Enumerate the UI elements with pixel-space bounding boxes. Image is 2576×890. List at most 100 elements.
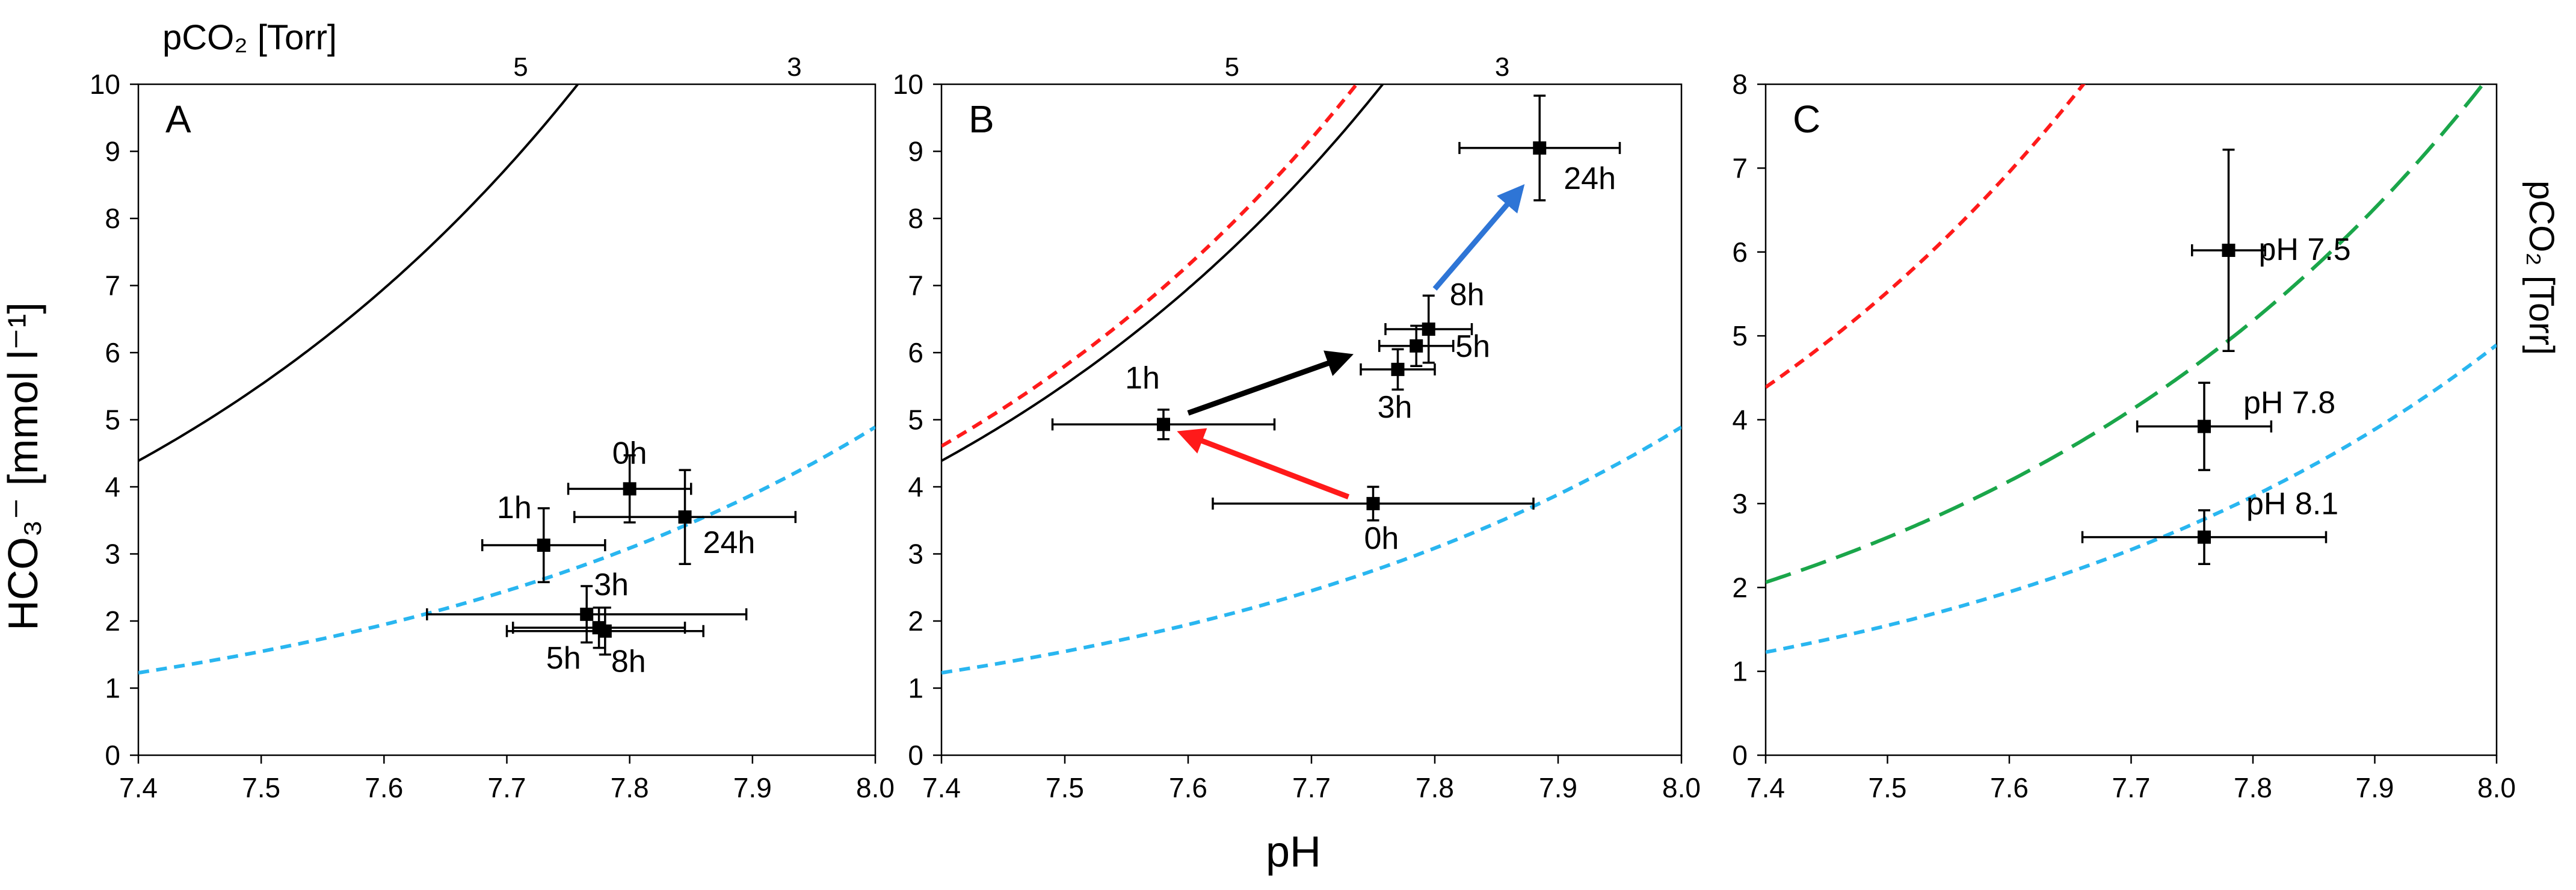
curves xyxy=(941,84,1681,675)
data-point xyxy=(598,624,612,638)
point-label: 3h xyxy=(594,567,629,602)
point-label: 3h xyxy=(1378,390,1413,425)
point-label: 0h xyxy=(612,436,647,471)
y-tick-label: 6 xyxy=(908,337,923,368)
y-tick-label: 8 xyxy=(1732,69,1748,100)
y-tick-label: 6 xyxy=(105,337,120,368)
pco2-top-label: 5 xyxy=(513,52,528,82)
data-point xyxy=(1157,418,1170,431)
curves xyxy=(138,84,875,675)
data-point xyxy=(537,539,550,552)
y-tick-label: 3 xyxy=(1732,488,1748,519)
point-label: 1h xyxy=(497,490,532,525)
x-tick-label: 7.4 xyxy=(119,772,158,803)
x-tick-label: 7.8 xyxy=(611,772,649,803)
x-tick-label: 7.5 xyxy=(1869,772,1907,803)
x-tick-label: 7.7 xyxy=(1292,772,1331,803)
plot-frame xyxy=(1764,83,2498,756)
point-label: 5h xyxy=(546,641,581,676)
arrow-blue_arrow xyxy=(1432,184,1525,291)
y-tick-label: 7 xyxy=(1732,152,1748,184)
data-point xyxy=(1533,141,1547,155)
y-tick-label: 3 xyxy=(105,539,120,570)
x-tick-label: 8.0 xyxy=(1662,772,1701,803)
data-point xyxy=(1410,339,1423,353)
y-tick-label: 1 xyxy=(908,673,923,704)
x-tick-label: 7.8 xyxy=(2234,772,2272,803)
x-tick-label: 7.7 xyxy=(488,772,526,803)
x-tick-label: 7.4 xyxy=(922,772,961,803)
panel-label: C xyxy=(1793,97,1820,141)
pco2-curve-1 xyxy=(138,84,580,462)
y-tick-label: 10 xyxy=(893,69,923,100)
y-tick-label: 8 xyxy=(105,203,120,234)
panel-c: 7.47.57.67.77.87.98.0012345678531CpH 7.5… xyxy=(1225,52,2516,803)
point-label: 1h xyxy=(1125,360,1160,395)
x-tick-label: 7.9 xyxy=(2356,772,2394,803)
data-point xyxy=(2222,243,2236,257)
x-tick-label: 7.5 xyxy=(242,772,280,803)
arrow-black xyxy=(1187,350,1354,416)
data-point xyxy=(2198,419,2211,433)
y-tick-label: 8 xyxy=(908,203,923,234)
y-tick-label: 5 xyxy=(105,404,120,436)
y-tick-label: 4 xyxy=(105,471,120,502)
data-point xyxy=(1391,362,1405,376)
point-label: pH 8.1 xyxy=(2246,487,2338,522)
y-tick-label: 5 xyxy=(908,404,923,436)
y-tick-label: 4 xyxy=(1732,404,1748,436)
pco2-curve-1 xyxy=(941,84,1385,462)
y-tick-label: 9 xyxy=(908,136,923,167)
point-label: 24h xyxy=(1564,161,1616,196)
y-tick-label: 0 xyxy=(105,740,120,771)
y-tick-label: 5 xyxy=(1732,320,1748,351)
y-tick-label: 6 xyxy=(1732,236,1748,268)
x-tick-label: 7.9 xyxy=(1539,772,1577,803)
panel-label: B xyxy=(969,97,994,141)
x-tick-label: 7.6 xyxy=(1990,772,2029,803)
y-tick-label: 2 xyxy=(908,605,923,637)
x-tick-label: 7.6 xyxy=(1169,772,1207,803)
x-tick-label: 7.9 xyxy=(733,772,772,803)
panel-label: A xyxy=(165,97,191,141)
data-point xyxy=(2198,530,2211,544)
pco2-top-label: 3 xyxy=(787,52,801,82)
data-point xyxy=(1422,322,1435,336)
point-label: 8h xyxy=(1450,277,1485,312)
pco2-curve-0.28 xyxy=(138,425,875,675)
pco2-curve-0.47 xyxy=(1766,84,2486,584)
y-tick-label: 7 xyxy=(908,270,923,301)
arrow-red xyxy=(1177,428,1350,499)
data-point xyxy=(1366,496,1380,510)
panel-a: 7.47.57.67.77.87.98.001234567891053A0h1h… xyxy=(90,69,895,803)
y-tick-label: 1 xyxy=(1732,656,1748,687)
x-tick-label: 7.7 xyxy=(2112,772,2151,803)
y-tick-label: 4 xyxy=(908,471,923,502)
point-label: pH 7.8 xyxy=(2243,386,2335,421)
point-label: pH 7.5 xyxy=(2259,232,2351,267)
pco2-curve-1.05 xyxy=(941,84,1359,448)
y-tick-label: 3 xyxy=(908,539,923,570)
pco2-curve-1 xyxy=(1766,84,2086,389)
y-axis-title: HCO₃⁻ [mmol l⁻¹] xyxy=(0,302,46,631)
y-tick-label: 0 xyxy=(908,740,923,771)
pco2-curve-0.28 xyxy=(941,425,1681,675)
y-tick-label: 0 xyxy=(1732,740,1748,771)
pco2-top-label: 5 xyxy=(1225,52,1239,82)
top-axis-title: pCO₂ [Torr] xyxy=(162,18,337,57)
x-axis-title: pH xyxy=(1266,828,1321,876)
data-point xyxy=(623,482,636,496)
point-label: 24h xyxy=(703,525,756,560)
y-tick-label: 1 xyxy=(105,673,120,704)
data-point xyxy=(580,607,594,621)
panel-b: 7.4 7.5 7.6 7.7 7.8 7.9 8.0 0 1 2 3 4 5 6 7 8 9 10 5 3 B 0h 1h… xyxy=(513,52,1701,803)
x-tick-label: 8.0 xyxy=(856,772,895,803)
right-axis-title: pCO₂ [Torr] xyxy=(2522,181,2561,355)
x-tick-label: 7.8 xyxy=(1416,772,1454,803)
y-tick-label: 9 xyxy=(105,136,120,167)
data-point xyxy=(678,510,692,524)
y-tick-label: 7 xyxy=(105,270,120,301)
pco2-curve-0.28 xyxy=(1766,343,2497,654)
y-tick-label: 2 xyxy=(105,605,120,637)
